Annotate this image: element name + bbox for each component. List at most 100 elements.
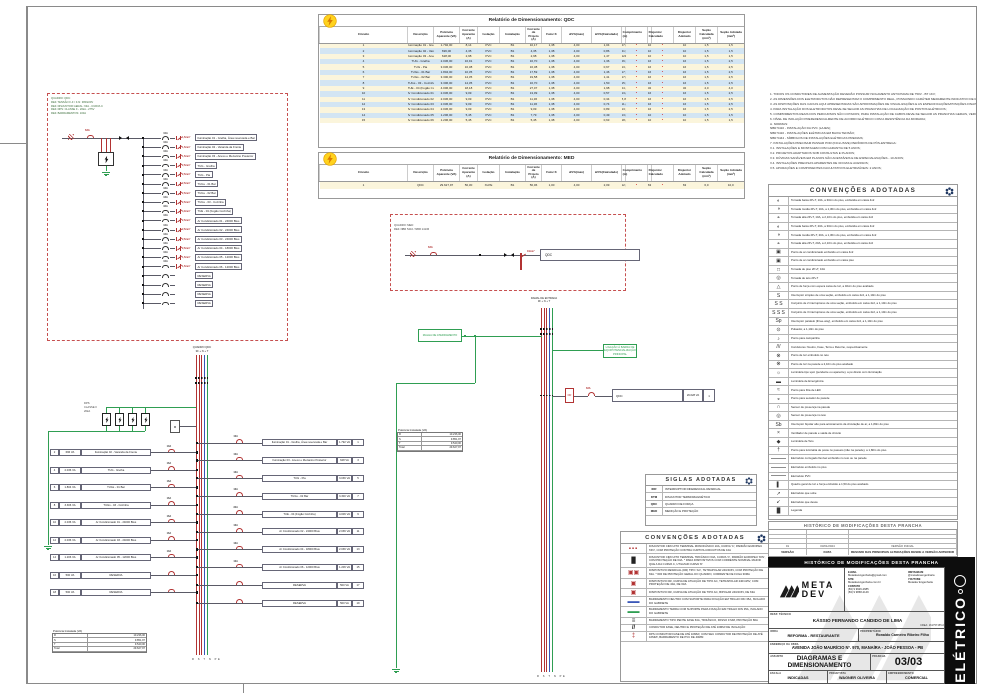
arrow-icon xyxy=(126,135,129,140)
cell: * xyxy=(635,80,638,85)
circuit-branch: 10A 1,5mm² Iluminação 02 - Varanda da Fr… xyxy=(141,141,257,152)
column-header: ΔV%(max) xyxy=(561,27,592,44)
device-symbol-icon: ▣ xyxy=(621,578,647,588)
qdc-trifilar-right-circuits: 10A Iluminação 01 - Grelha, Área reserva… xyxy=(196,434,364,612)
arrow-icon xyxy=(511,252,514,257)
qdc-load-box: QDC xyxy=(612,389,683,402)
qdc-report-panel: Relatório de Dimensionamento: QDC Circui… xyxy=(318,14,745,148)
cell: 0,63 xyxy=(603,118,610,123)
conventions-bottom-panel: CONVENÇÕES ADOTADAS ▪▪▪ Disjuntor circui… xyxy=(620,531,770,682)
legend-row: × Ventilador de parede e saída de circui… xyxy=(769,429,957,439)
instagram-value: @metadevengenharia xyxy=(908,573,935,577)
legend-symbol-icon: ↙ xyxy=(769,498,789,506)
cell: B1 xyxy=(510,75,515,80)
cell: PVC xyxy=(485,75,492,80)
cell: 0,74 xyxy=(603,102,610,107)
med-power-table: Potência Instalada (VA) R 10.236,00 S 9.851… xyxy=(397,428,463,452)
circuit-label: Ar Condicionado 02 - 24000 Btus xyxy=(262,528,337,536)
branch-breaker-icon: 16A xyxy=(161,159,170,168)
cell: 4,00 xyxy=(573,102,580,107)
power-row: Total 29.627,97 xyxy=(398,446,462,451)
grounding-box: MALHA DE ATERRAMENTO xyxy=(418,329,462,342)
cell: B1 xyxy=(510,64,515,69)
siglas-panel: SIGLAS ADOTADAS IDR Interruptor Diferenc… xyxy=(645,474,757,526)
legend-symbol-icon: ∩ xyxy=(769,403,789,412)
branch-label: Ar Condicionado 04 - 18000 Btus xyxy=(195,244,242,252)
table-row: 12 Ar Condicionado 03 - 24000 Btus 2.036,0… xyxy=(319,101,744,108)
cell: PVC xyxy=(485,96,492,101)
legend-row: ↗ Eletroduto que sobe xyxy=(769,489,957,499)
cell: 1,5 xyxy=(704,53,709,58)
cell: 6 xyxy=(362,69,365,74)
circuit-power: 1.792 VA xyxy=(337,439,352,447)
cell: 56,30 xyxy=(464,182,473,187)
branch-breaker-rating: 16A xyxy=(163,214,168,218)
cell: * xyxy=(661,64,664,69)
legend-text: Eletroduto que desce xyxy=(791,499,818,504)
column-header: Corrente de Projeto (A) xyxy=(525,26,542,44)
cell: 9,09 xyxy=(465,96,472,101)
cell: 8,39 xyxy=(621,96,626,101)
legend-text: Ponto para Fita de LED xyxy=(791,387,821,392)
sigla-row: IDR Interruptor Diferencial Residual xyxy=(646,486,756,494)
ground-symbol-icon xyxy=(102,171,110,177)
circuit-wire: 16A xyxy=(151,515,198,524)
legend-text: Legenda xyxy=(791,508,803,513)
dps-label-line: 20kA xyxy=(84,409,91,413)
legend-symbol-icon: S xyxy=(769,291,789,300)
cell: * xyxy=(635,96,638,101)
cell: 121,37 xyxy=(621,53,626,58)
cell: 4,00 xyxy=(573,118,580,123)
dr-symbol-icon xyxy=(176,218,181,223)
resp-tecnico-cell: RESP. TÉCNICO KÁSSIO FERNANDO CANDIDO DE… xyxy=(769,612,944,629)
cell: 1.206,00 xyxy=(440,112,453,117)
metadev-logo-icon xyxy=(779,584,799,597)
branch-label: Iluminação 03 - Anexo e Mezanino Posteri… xyxy=(195,152,256,160)
branch-wire-size: 2,5mm² xyxy=(182,164,191,168)
cell: 4,00 xyxy=(573,80,580,85)
power-row: Total 29.627,97 xyxy=(53,647,146,652)
branch-label: TUG - Pia xyxy=(195,171,213,179)
dr-symbol-icon xyxy=(176,190,181,196)
historico-footer-row: VERSÃO DATA RESUMO DAS PRINCIPAIS ALTERA… xyxy=(769,548,957,555)
main-breaker-icon xyxy=(87,134,94,139)
device-legend-text: Disjuntor circuito terminal trifásico 63… xyxy=(649,554,766,566)
dr-symbol-icon xyxy=(176,163,181,168)
circuit-wire: 16A xyxy=(196,471,262,479)
cell: 16 xyxy=(682,96,687,101)
conventions-bottom-title: CONVENÇÕES ADOTADAS xyxy=(645,534,745,541)
circuit-power: 2.036 VA xyxy=(337,528,352,536)
circuit-row: 2 696 VA Iluminação 02 - Varanda da Fren… xyxy=(50,444,198,462)
cell: 16 xyxy=(682,64,687,69)
med-feeder-line xyxy=(405,255,540,256)
device-legend-text: Barramento neutro com suporte para fixaç… xyxy=(649,597,766,605)
circuit-power: 3.306 VA xyxy=(59,501,81,509)
branch-breaker-icon: 10A xyxy=(161,150,170,159)
legend-row: Sp Interruptor paralelo (three-way), emb… xyxy=(769,317,957,327)
legend-symbol-icon: ≈ xyxy=(769,386,789,395)
cell: 4,00 xyxy=(573,75,580,80)
legend-row: ◆ Luminária de Teto xyxy=(769,438,957,447)
cell: 1,5 xyxy=(704,91,709,96)
legend-symbol-icon: □ xyxy=(769,265,789,274)
circuit-branch: RESERVA xyxy=(141,290,257,299)
cell: 7,79 xyxy=(530,112,537,117)
branch-wire-size: 2,5mm² xyxy=(182,191,191,195)
circuit-row: 12 2.036 VA Ar Condicionado 03 - 24000 B… xyxy=(50,532,198,550)
circuit-branch: 16A 2,5mm² TUGs - 01 Bar xyxy=(141,178,257,188)
legend-symbol-icon: ◐ xyxy=(769,222,789,231)
legend-text: Sensor de presença na parede xyxy=(791,404,831,409)
device-legend-row: ▪▪▪ Disjuntor circuito terminal monofási… xyxy=(621,544,769,555)
legend-symbol-icon: † xyxy=(769,446,789,455)
legend-text: Conjunto de 3 interruptores de uma seção… xyxy=(791,310,897,315)
branch-breaker-icon: 16A xyxy=(161,214,170,223)
circuit-breaker-rating: 16A xyxy=(233,541,238,545)
cell: 2,5 xyxy=(728,80,733,85)
cell: 10 xyxy=(361,91,366,96)
cell: 4,0 xyxy=(728,85,733,90)
table-row: 7 TUGs - 02 Bar 3.300,00 14,35 PVC B1 19,58 1,3… xyxy=(319,75,744,81)
cell: 0,57 xyxy=(603,91,610,96)
circuit-number: 1 xyxy=(352,439,364,447)
proprietario-cell: PROPRIETÁRIO Ronaldo Carneiro Ribeiro Fi… xyxy=(859,629,944,642)
branch-breaker-rating: 16A xyxy=(163,186,168,190)
